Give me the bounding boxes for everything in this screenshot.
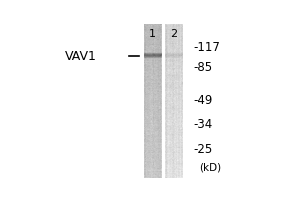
Text: -49: -49 <box>193 95 213 108</box>
Text: -25: -25 <box>193 143 212 156</box>
Text: 2: 2 <box>170 29 177 39</box>
Text: (kD): (kD) <box>199 162 221 172</box>
Text: -85: -85 <box>193 61 212 74</box>
Text: -34: -34 <box>193 118 212 131</box>
Text: VAV1: VAV1 <box>65 50 97 63</box>
Text: -117: -117 <box>193 41 220 54</box>
Text: 1: 1 <box>149 29 156 39</box>
